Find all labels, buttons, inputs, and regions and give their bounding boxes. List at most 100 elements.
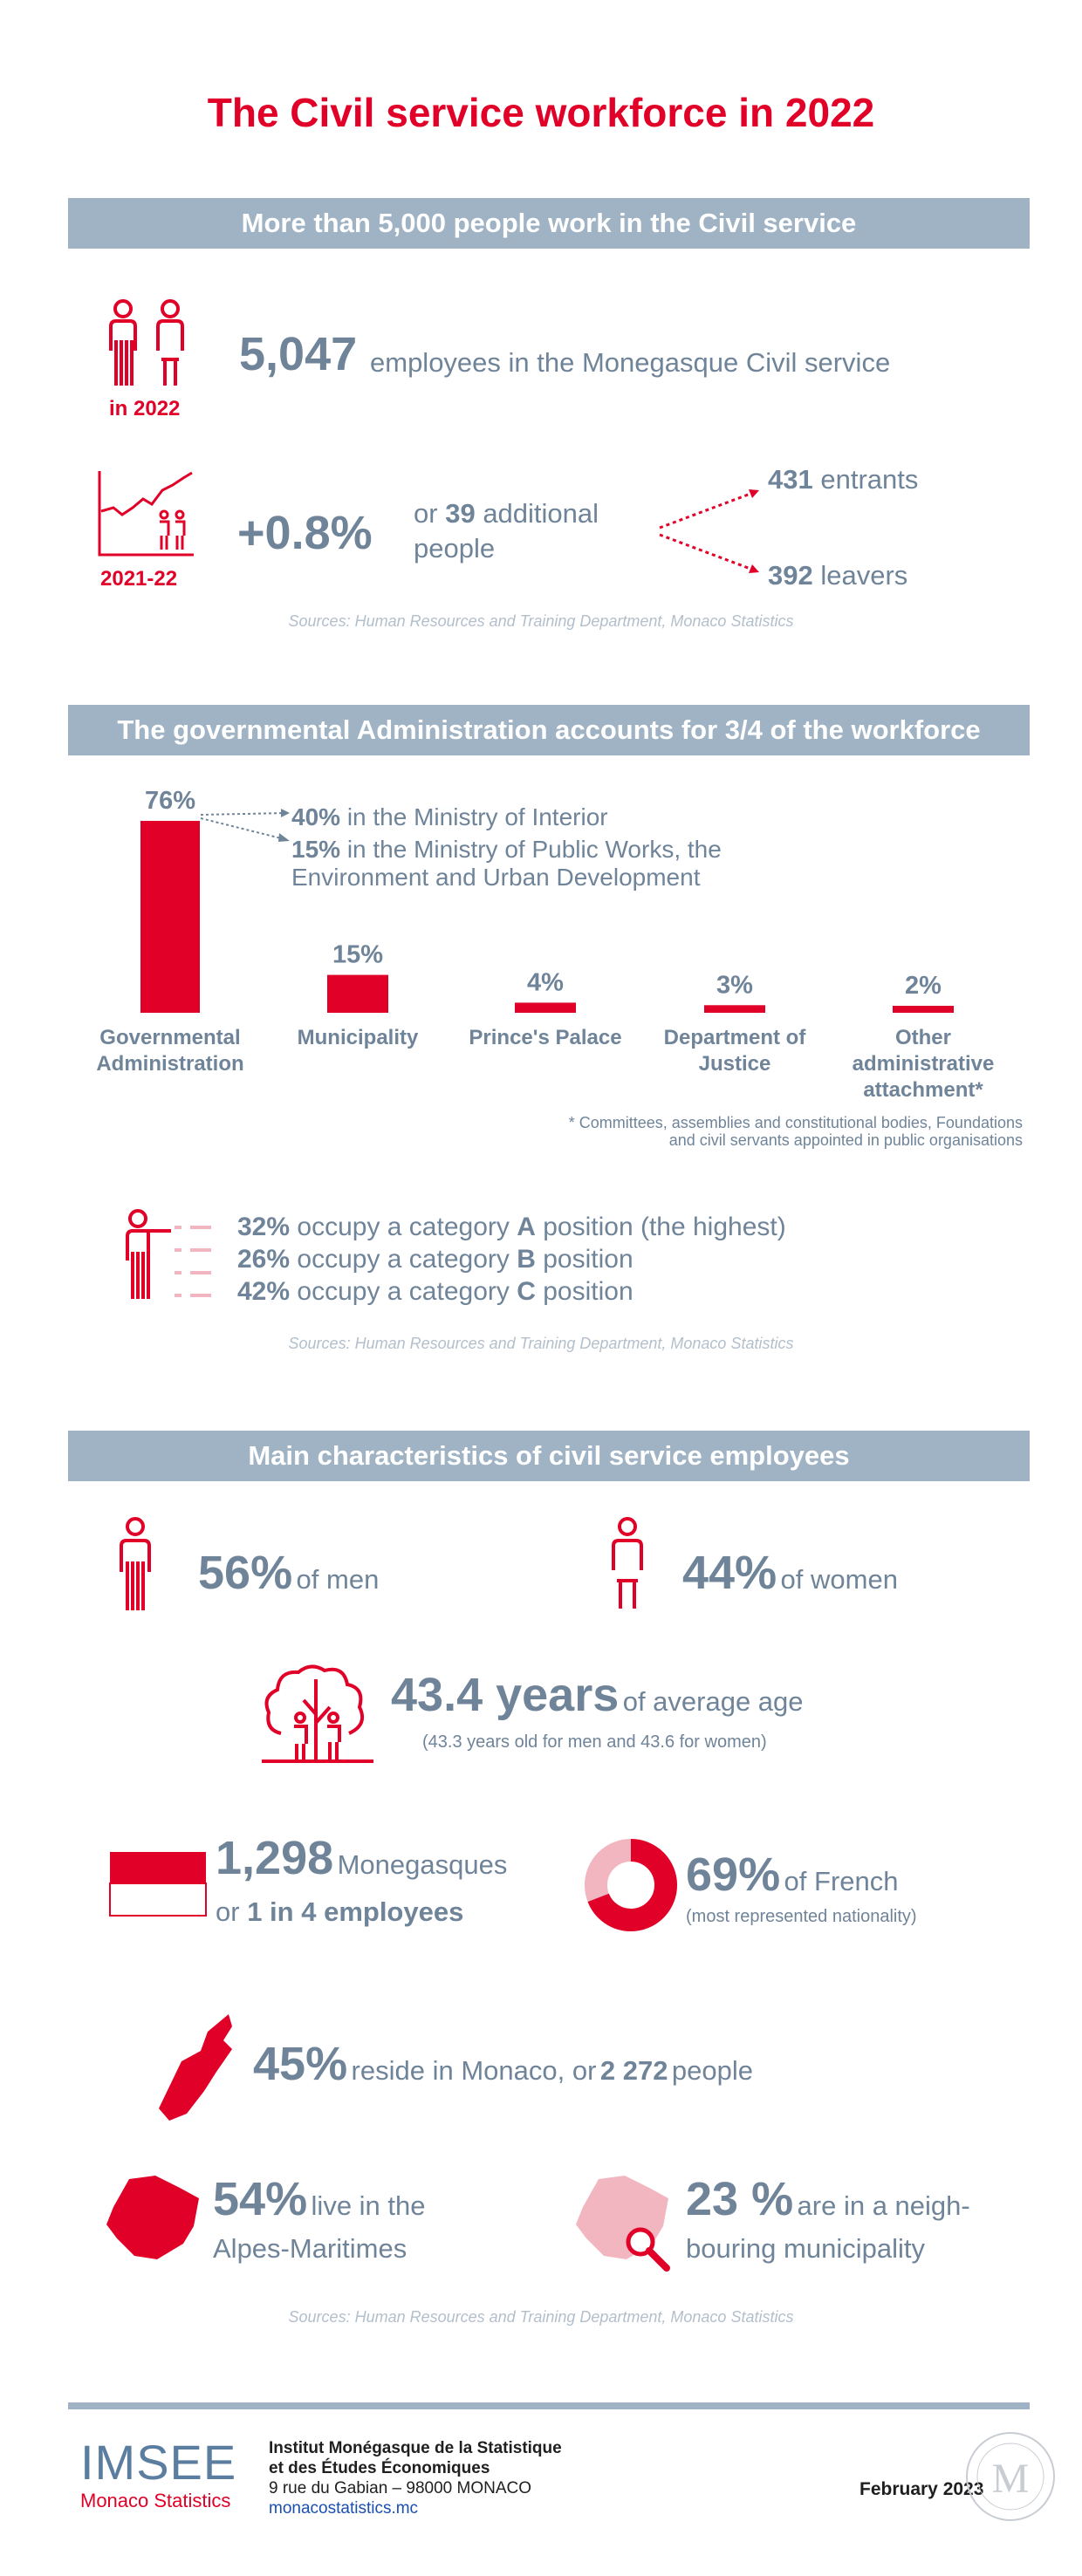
alpes-maritimes-text: live in the — [311, 2190, 426, 2221]
category-a-line: 32% occupy a category A position (the hi… — [237, 1213, 786, 1242]
french-percent: 69% — [686, 1848, 781, 1901]
section-band-workforce: More than 5,000 people work in the Civil… — [68, 198, 1030, 249]
monegasques-ratio: 1 in 4 employees — [247, 1896, 464, 1927]
source-note-2: Sources: Human Resources and Training De… — [288, 1335, 794, 1352]
women-stat: 44% of women — [682, 1546, 898, 1600]
age-number: 43.4 years — [391, 1669, 620, 1721]
interior-text: in the Ministry of Interior — [346, 803, 608, 830]
woman-icon — [612, 1517, 643, 1609]
breakdown-arrows — [200, 809, 290, 842]
employees-number: 5,047 — [239, 328, 358, 380]
neighbouring-line-2: bouring municipality — [686, 2233, 925, 2264]
monegasques-stat: 1,298 Monegasques — [216, 1835, 508, 1889]
people-text: people — [414, 533, 496, 564]
monegasques-text: Monegasques — [337, 1849, 508, 1880]
entrants-text: entrants — [820, 464, 919, 495]
cat-b-letter: B — [517, 1245, 536, 1274]
cat-c-percent: 42% — [237, 1277, 291, 1306]
french-note: (most represented nationality) — [686, 1907, 917, 1926]
interior-line: 40% in the Ministry of Interior — [291, 803, 608, 831]
residence-text: reside in Monaco, or — [351, 2055, 597, 2086]
entrants-number: 431 — [768, 464, 813, 495]
seal-stamp: M — [966, 2432, 1055, 2521]
leavers-text: leavers — [820, 560, 908, 591]
men-text: of men — [296, 1564, 380, 1595]
bar-value-label-3: 3% — [716, 971, 753, 999]
men-percent: 56% — [198, 1547, 293, 1599]
monegasques-number: 1,298 — [216, 1832, 334, 1884]
residence-number: 2 272 — [599, 2055, 668, 2086]
seal-letter: M — [992, 2456, 1030, 2502]
website-link[interactable]: monacostatistics.mc — [269, 2499, 419, 2518]
source-note-3: Sources: Human Resources and Training De… — [288, 2308, 794, 2326]
institute-name-1: Institut Monégasque de la Statistique — [269, 2439, 562, 2457]
works-percent: 15% — [291, 836, 341, 863]
entrants: 431 entrants — [768, 464, 918, 495]
french-donut-chart — [585, 1839, 677, 1931]
bar-value-label-0: 76% — [145, 787, 195, 815]
monaco-map-icon — [159, 2014, 232, 2121]
category-label-1: Municipality — [298, 1026, 419, 1049]
cat-a-letter: A — [517, 1213, 536, 1241]
age-stat: 43.4 years of average age — [391, 1668, 804, 1722]
bar-3 — [704, 1005, 765, 1013]
cat-b-percent: 26% — [237, 1245, 291, 1274]
monegasques-ratio-line: or 1 in 4 employees — [216, 1896, 463, 1928]
publication-date: February 2023 — [859, 2479, 984, 2499]
section-band-characteristics: Main characteristics of civil service em… — [68, 1431, 1030, 1481]
growth-chart-icon — [98, 471, 194, 557]
period-label: 2021-22 — [100, 567, 178, 591]
category-label-0: Governmental Administration — [96, 1026, 243, 1076]
neighbouring-stat: 23 % are in a neigh- — [686, 2172, 970, 2226]
categories-icon — [126, 1209, 211, 1299]
works-text-2: Environment and Urban Development — [291, 864, 701, 891]
bar-0 — [140, 821, 200, 1013]
alpes-maritimes-stat: 54% live in the — [213, 2172, 426, 2226]
neighbouring-map-search-icon — [576, 2176, 670, 2272]
neighbouring-percent: 23 % — [686, 2173, 794, 2225]
neighbouring-text: are in a neigh- — [797, 2190, 970, 2221]
source-note-1: Sources: Human Resources and Training De… — [288, 612, 794, 630]
public-works-line: 15% in the Ministry of Public Works, the… — [291, 836, 722, 892]
imsee-logo: IMSEE — [80, 2435, 237, 2490]
growth-percent: +0.8% — [237, 507, 373, 559]
man-icon — [120, 1517, 151, 1610]
institute-address: Institut Monégasque de la Statistique et… — [269, 2438, 562, 2518]
residence-people: people — [671, 2055, 753, 2086]
section-band-administration: The governmental Administration accounts… — [68, 705, 1030, 755]
residence-stat: 45% reside in Monaco, or 2 272 people — [253, 2037, 753, 2091]
flow-arrows — [659, 489, 759, 573]
cat-b-pre: occupy a category — [297, 1245, 510, 1274]
women-text: of women — [780, 1564, 898, 1595]
footer-divider — [68, 2402, 1030, 2409]
french-stat: 69% of French — [686, 1848, 899, 1902]
footnote-line-2: and civil servants appointed in public o… — [668, 1131, 1023, 1149]
bar-2 — [515, 1002, 576, 1013]
alpes-maritimes-line-2: Alpes-Maritimes — [213, 2233, 407, 2264]
address-text: 9 rue du Gabian – 98000 MONACO — [269, 2479, 532, 2497]
works-text: in the Ministry of Public Works, the — [346, 836, 722, 863]
cat-c-post: position — [543, 1277, 633, 1306]
bar-value-label-4: 2% — [905, 972, 942, 1000]
leavers-number: 392 — [768, 560, 813, 591]
workforce-bar-chart: 76% 15% 4% 3% 2% Governmental Administration Mu… — [96, 787, 994, 1102]
people-icon — [109, 299, 184, 386]
category-c-line: 42% occupy a category C position — [237, 1277, 633, 1307]
french-text: of French — [784, 1866, 899, 1896]
interior-percent: 40% — [291, 803, 341, 830]
cat-b-post: position — [543, 1245, 633, 1274]
ratio-or: or — [216, 1896, 240, 1927]
residence-percent: 45% — [253, 2038, 348, 2090]
cat-c-letter: C — [517, 1277, 536, 1306]
page-title: The Civil service workforce in 2022 — [207, 90, 875, 135]
category-label-3: Department of Justice — [664, 1026, 807, 1076]
year-label: in 2022 — [109, 397, 181, 420]
employees-text: employees in the Monegasque Civil servic… — [370, 347, 891, 378]
men-stat: 56% of men — [198, 1546, 379, 1600]
age-text: of average age — [622, 1686, 804, 1717]
monaco-flag-icon — [109, 1852, 207, 1917]
category-label-2: Prince's Palace — [469, 1026, 621, 1049]
additional-number: 39 — [445, 498, 476, 529]
bar-value-label-1: 15% — [332, 941, 383, 969]
bar-value-label-2: 4% — [527, 968, 564, 996]
